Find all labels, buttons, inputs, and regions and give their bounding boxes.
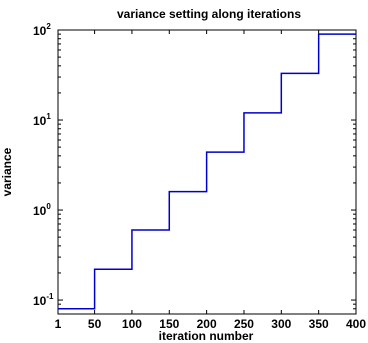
series-line <box>58 33 356 310</box>
y-axis-label: variance <box>0 147 14 196</box>
x-tick-label: 50 <box>88 317 102 331</box>
y-tick-base: 10 <box>33 204 47 218</box>
x-tick-label: 1 <box>55 317 62 331</box>
y-tick-base: 10 <box>33 24 47 38</box>
x-axis-label: iteration number <box>159 329 254 343</box>
x-tick-label: 350 <box>309 317 329 331</box>
y-tick-exponent: 0 <box>46 202 51 211</box>
y-tick-label: 102 <box>33 22 51 38</box>
y-tick-exponent: 2 <box>46 22 51 31</box>
x-tick-label: 200 <box>197 317 217 331</box>
x-tick-labels: 1 50 100 150 200 250 300 350 400 <box>55 317 367 331</box>
x-tick-label: 300 <box>271 317 291 331</box>
x-tick-label: 250 <box>234 317 254 331</box>
axis-ticks <box>57 29 357 315</box>
y-tick-exponent: 1 <box>46 112 51 121</box>
y-tick-label: 101 <box>33 112 51 128</box>
y-tick-label: 10-1 <box>33 292 54 308</box>
y-tick-exponent: -1 <box>46 292 54 301</box>
y-tick-label: 100 <box>33 202 51 218</box>
y-tick-base: 10 <box>33 114 47 128</box>
x-tick-label: 400 <box>346 317 366 331</box>
x-tick-label: 100 <box>122 317 142 331</box>
x-tick-label: 150 <box>159 317 179 331</box>
chart-title: variance setting along iterations <box>117 7 301 21</box>
y-tick-base: 10 <box>33 294 47 308</box>
